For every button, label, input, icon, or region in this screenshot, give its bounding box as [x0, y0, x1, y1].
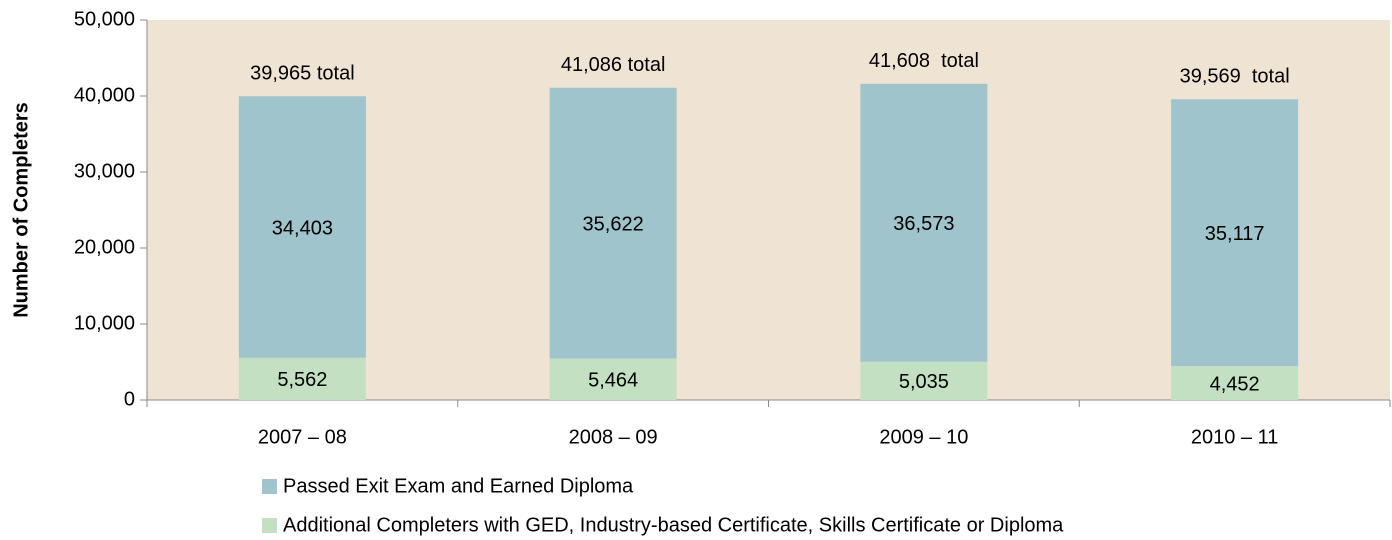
y-tick-label: 50,000: [74, 8, 135, 30]
y-tick-label: 0: [124, 388, 135, 410]
value-label: 35,622: [583, 213, 644, 235]
bar-segment: [1171, 99, 1299, 367]
value-label: 34,403: [272, 217, 333, 239]
x-tick-label: 2010 – 11: [1191, 426, 1279, 448]
legend-label: Passed Exit Exam and Earned Diploma: [283, 475, 634, 497]
value-label: 36,573: [893, 213, 954, 235]
value-label: 35,117: [1205, 223, 1265, 245]
total-label: 39,965 total: [250, 63, 355, 85]
total-label: 39,569 total: [1180, 66, 1290, 88]
value-label: 5,562: [277, 369, 327, 391]
legend-swatch: [262, 518, 277, 533]
y-tick-label: 40,000: [74, 84, 135, 106]
total-label: 41,608 total: [869, 50, 979, 72]
x-tick-label: 2008 – 09: [569, 426, 658, 448]
value-label: 5,035: [899, 371, 949, 393]
bar-segment: [549, 87, 677, 359]
bar-segment: [1171, 366, 1299, 400]
y-tick-label: 30,000: [74, 160, 135, 182]
value-label: 4,452: [1210, 373, 1260, 395]
y-axis-label: Number of Completers: [10, 102, 32, 318]
y-tick-label: 20,000: [74, 236, 135, 258]
y-tick-label: 10,000: [74, 312, 135, 334]
bar-segment: [860, 361, 988, 400]
bar-segment: [238, 357, 366, 400]
legend-label: Additional Completers with GED, Industry…: [283, 514, 1064, 536]
value-label: 5,464: [588, 370, 638, 392]
bar-segment: [549, 358, 677, 400]
x-tick-label: 2007 – 08: [258, 426, 347, 448]
total-label: 41,086 total: [561, 54, 666, 76]
bar-segment: [860, 83, 988, 362]
bar-segment: [238, 96, 366, 358]
x-tick-label: 2009 – 10: [879, 426, 968, 448]
legend-swatch: [262, 479, 277, 494]
